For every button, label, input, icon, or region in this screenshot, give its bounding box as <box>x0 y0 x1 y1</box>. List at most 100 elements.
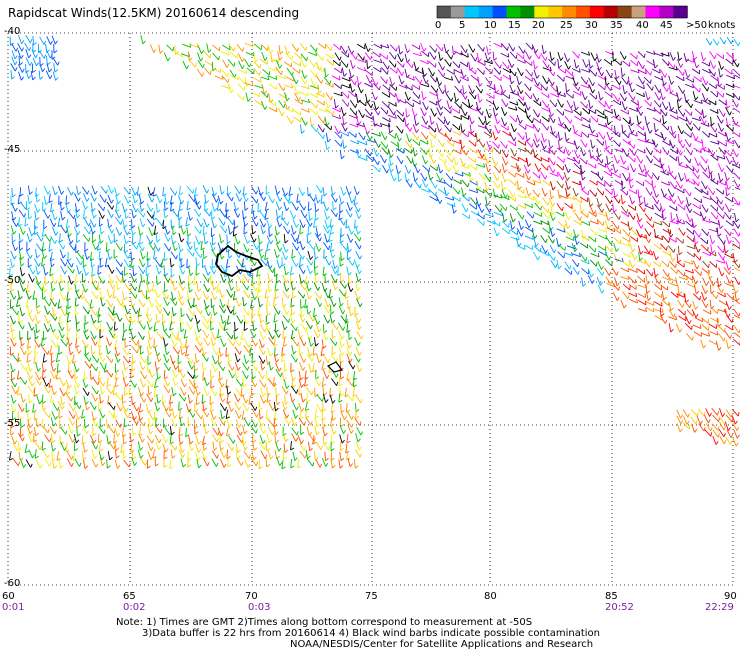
wind-barb <box>292 319 296 324</box>
wind-barb <box>332 192 336 196</box>
wind-barb <box>372 117 376 127</box>
wind-barb <box>598 91 601 101</box>
wind-barb <box>701 61 711 67</box>
wind-barb <box>300 305 305 309</box>
wind-barb <box>315 227 319 237</box>
wind-barb <box>217 208 222 212</box>
wind-barb <box>398 99 402 103</box>
wind-barb <box>166 295 169 300</box>
wind-barb <box>44 281 49 285</box>
wind-barb <box>371 77 377 87</box>
wind-barb <box>254 99 263 106</box>
wind-barb <box>578 86 581 91</box>
wind-barb <box>308 313 314 322</box>
wind-barb <box>333 43 341 51</box>
wind-barb <box>685 147 692 156</box>
wind-barb <box>94 190 98 195</box>
wind-barb <box>393 111 396 116</box>
wind-barb <box>81 186 88 195</box>
wind-barb <box>561 103 564 108</box>
wind-barb <box>291 338 299 347</box>
wind-barb <box>263 429 266 434</box>
wind-barb <box>237 358 241 363</box>
wind-barb <box>581 68 591 73</box>
wind-barb <box>27 433 32 443</box>
wind-barb <box>343 73 348 77</box>
wind-barb <box>732 131 740 138</box>
wind-barb <box>61 327 65 332</box>
wind-barb <box>323 345 327 349</box>
wind-barb <box>237 83 245 91</box>
wind-barb <box>265 191 270 195</box>
wind-barb <box>687 74 691 79</box>
wind-barb <box>348 361 354 370</box>
wind-barb <box>220 239 225 244</box>
wind-barb <box>82 234 90 242</box>
wind-barb <box>274 433 277 443</box>
wind-barb <box>610 73 613 78</box>
wind-barb <box>9 290 15 300</box>
wind-barb <box>138 289 143 293</box>
wind-barb <box>65 430 68 435</box>
wind-barb <box>514 71 517 76</box>
wind-barb <box>42 248 47 252</box>
wind-barb <box>709 51 715 60</box>
wind-barb <box>590 139 593 149</box>
wind-barb <box>282 336 287 339</box>
wind-barb <box>404 123 411 132</box>
wind-barb <box>11 307 18 316</box>
wind-barb <box>459 139 462 144</box>
wind-barb <box>445 51 452 60</box>
wind-barb <box>12 239 16 243</box>
wind-barb <box>667 52 670 57</box>
wind-barb <box>251 203 254 213</box>
wind-barb <box>178 435 181 445</box>
wind-barb <box>179 443 183 453</box>
wind-barb <box>185 345 190 349</box>
wind-barb <box>354 417 361 426</box>
wind-barb <box>251 282 257 292</box>
wind-barb <box>49 312 56 321</box>
wind-barb <box>509 84 514 94</box>
wind-barb <box>66 458 73 467</box>
wind-barb <box>460 157 464 167</box>
wind-barb <box>276 259 280 269</box>
wind-barb <box>236 288 241 292</box>
wind-barb <box>35 305 39 315</box>
wind-barb <box>566 100 572 109</box>
wind-barb <box>318 90 322 94</box>
wind-barb <box>195 250 202 259</box>
wind-barb <box>238 253 241 258</box>
wind-barb <box>35 265 39 275</box>
wind-barb <box>140 273 143 283</box>
wind-barb <box>242 394 247 404</box>
wind-barb <box>96 241 100 251</box>
wind-barb <box>299 257 301 267</box>
wind-barb <box>26 359 31 363</box>
wind-barb <box>300 323 307 331</box>
wind-barb <box>511 63 515 68</box>
wind-barb <box>147 362 152 366</box>
wind-barb <box>357 84 362 94</box>
wind-barb <box>74 378 79 388</box>
wind-barb <box>548 107 552 117</box>
wind-barb <box>77 433 81 437</box>
wind-barb <box>412 124 417 133</box>
wind-barb <box>283 377 287 382</box>
wind-barb <box>82 456 87 461</box>
wind-barb <box>204 240 209 245</box>
wind-barb <box>565 92 574 99</box>
wind-barb <box>536 138 541 143</box>
wind-barb <box>264 257 269 261</box>
wind-barb <box>397 67 403 76</box>
wind-barb <box>315 72 318 78</box>
wind-barb <box>638 164 643 173</box>
wind-barb <box>221 85 230 89</box>
wind-barb <box>507 64 510 69</box>
wind-barb <box>251 195 258 204</box>
wind-barb <box>116 192 120 197</box>
wind-barb <box>440 111 443 116</box>
wind-barb <box>284 100 288 110</box>
wind-barb <box>307 441 311 451</box>
wind-barb <box>193 208 200 217</box>
